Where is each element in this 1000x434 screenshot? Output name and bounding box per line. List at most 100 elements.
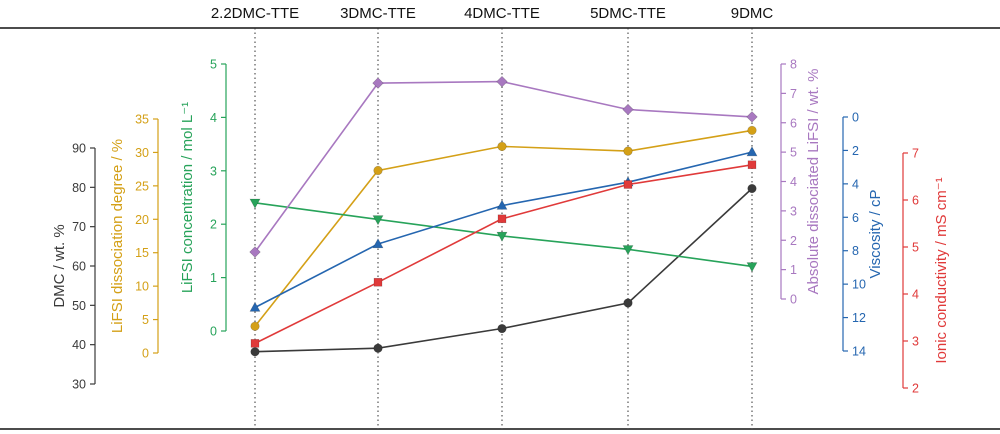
viscosity-point bbox=[496, 199, 508, 210]
tick-label: 3 bbox=[790, 204, 797, 218]
dmc-point bbox=[623, 298, 633, 308]
tick-label: 0 bbox=[210, 325, 217, 339]
tick-label: 50 bbox=[72, 299, 86, 313]
concentration-point bbox=[249, 198, 261, 209]
dissociation-point bbox=[497, 141, 507, 152]
dissociation-line bbox=[254, 129, 753, 327]
tick-label: 35 bbox=[135, 113, 149, 127]
tick-label: 3 bbox=[912, 335, 919, 349]
tick-label: 40 bbox=[72, 338, 86, 352]
absolute-point bbox=[249, 246, 261, 258]
tick-label: 6 bbox=[852, 211, 859, 225]
tick-label: 6 bbox=[790, 116, 797, 130]
tick-label: 6 bbox=[912, 194, 919, 208]
tick-label: 4 bbox=[790, 175, 797, 189]
tick-label: 1 bbox=[210, 271, 217, 285]
chart-frame bbox=[0, 27, 1000, 430]
dissociation-series bbox=[250, 125, 757, 331]
tick-label: 7 bbox=[912, 147, 919, 161]
dissociation-axis-label: LiFSI dissociation degree / % bbox=[109, 139, 126, 333]
viscosity-line bbox=[254, 151, 753, 309]
tick-label: 2 bbox=[790, 234, 797, 248]
tick-label: 20 bbox=[135, 213, 149, 227]
conductivity-line bbox=[254, 164, 753, 345]
concentration-series bbox=[249, 198, 758, 273]
tick-label: 60 bbox=[72, 260, 86, 274]
concentration-point bbox=[622, 245, 634, 256]
category-label: 3DMC-TTE bbox=[340, 5, 416, 22]
tick-label: 4 bbox=[912, 288, 919, 302]
viscosity-point bbox=[249, 301, 261, 312]
concentration-point bbox=[746, 262, 758, 273]
category-labels: 2.2DMC-TTE 3DMC-TTE 4DMC-TTE 5DMC-TTE 9DMC bbox=[211, 5, 774, 22]
concentration-axis-label: LiFSI concentration / mol L⁻¹ bbox=[179, 102, 196, 293]
conductivity-point bbox=[250, 339, 260, 348]
viscosity-axis-label: Viscosity / cP bbox=[867, 190, 884, 279]
tick-label: 5 bbox=[912, 241, 919, 255]
absolute-point bbox=[622, 103, 634, 116]
tick-label: 70 bbox=[72, 220, 86, 234]
conductivity-point bbox=[623, 180, 633, 189]
dissociation-point bbox=[250, 321, 260, 331]
absolute-line bbox=[254, 80, 753, 253]
tick-label: 80 bbox=[72, 181, 86, 195]
tick-label: 2 bbox=[912, 382, 919, 396]
dissociation-point bbox=[747, 125, 757, 135]
conductivity-series bbox=[250, 160, 757, 348]
dissociation-point bbox=[373, 165, 383, 176]
category-label: 9DMC bbox=[731, 5, 774, 22]
dissociation-point bbox=[623, 146, 633, 156]
tick-label: 0 bbox=[790, 293, 797, 307]
tick-label: 25 bbox=[135, 179, 149, 193]
viscosity-point bbox=[746, 146, 758, 157]
concentration-axis: 0 1 2 3 4 5 LiFSI concentration / mol L⁻¹ bbox=[179, 58, 227, 339]
tick-label: 8 bbox=[852, 244, 859, 258]
dmc-point bbox=[373, 343, 383, 353]
category-guides bbox=[254, 28, 753, 429]
dmc-point bbox=[497, 323, 507, 334]
viscosity-axis: 0 2 4 6 8 10 12 14 Viscosity / cP bbox=[842, 111, 884, 359]
concentration-point bbox=[372, 215, 384, 226]
conductivity-axis-label: Ionic conductivity / mS cm⁻¹ bbox=[933, 177, 950, 363]
absolute-point bbox=[496, 75, 508, 88]
conductivity-axis: 2 3 4 5 6 7 Ionic conductivity / mS cm⁻¹ bbox=[902, 147, 950, 396]
plot-series bbox=[249, 75, 758, 357]
tick-label: 5 bbox=[142, 313, 149, 327]
tick-label: 2 bbox=[210, 218, 217, 232]
absolute-point bbox=[372, 77, 384, 89]
conductivity-point bbox=[747, 160, 757, 170]
conductivity-point bbox=[373, 277, 383, 287]
tick-label: 0 bbox=[852, 111, 859, 125]
dissociation-axis: 0 5 10 15 20 25 30 35 LiFSI dissociation degree … bbox=[109, 113, 159, 361]
tick-label: 12 bbox=[852, 311, 866, 325]
conductivity-point bbox=[497, 214, 507, 224]
tick-label: 8 bbox=[790, 58, 797, 72]
tick-label: 30 bbox=[135, 146, 149, 160]
tick-label: 90 bbox=[72, 142, 86, 156]
tick-label: 7 bbox=[790, 87, 797, 101]
concentration-point bbox=[496, 231, 508, 242]
tick-label: 1 bbox=[790, 263, 797, 277]
dmc-point bbox=[747, 183, 757, 194]
tick-label: 4 bbox=[210, 111, 217, 125]
tick-label: 3 bbox=[210, 164, 217, 178]
tick-label: 10 bbox=[135, 280, 149, 294]
category-label: 5DMC-TTE bbox=[590, 5, 666, 22]
viscosity-series bbox=[249, 146, 758, 312]
viscosity-point bbox=[372, 238, 384, 249]
tick-label: 10 bbox=[852, 278, 866, 292]
category-label: 2.2DMC-TTE bbox=[211, 5, 299, 22]
dmc-point bbox=[250, 347, 260, 357]
tick-label: 5 bbox=[210, 58, 217, 72]
tick-label: 0 bbox=[142, 347, 149, 361]
absolute-point bbox=[746, 111, 758, 123]
absolute-axis-label: Absolute dissociated LiFSI / wt. % bbox=[805, 69, 822, 295]
tick-label: 15 bbox=[135, 246, 149, 260]
tick-label: 14 bbox=[852, 345, 866, 359]
dmc-series bbox=[250, 183, 757, 357]
tick-label: 30 bbox=[72, 378, 86, 392]
dmc-axis: 30 40 50 60 70 80 90 DMC / wt. % bbox=[51, 142, 96, 392]
dmc-axis-label: DMC / wt. % bbox=[51, 224, 68, 307]
